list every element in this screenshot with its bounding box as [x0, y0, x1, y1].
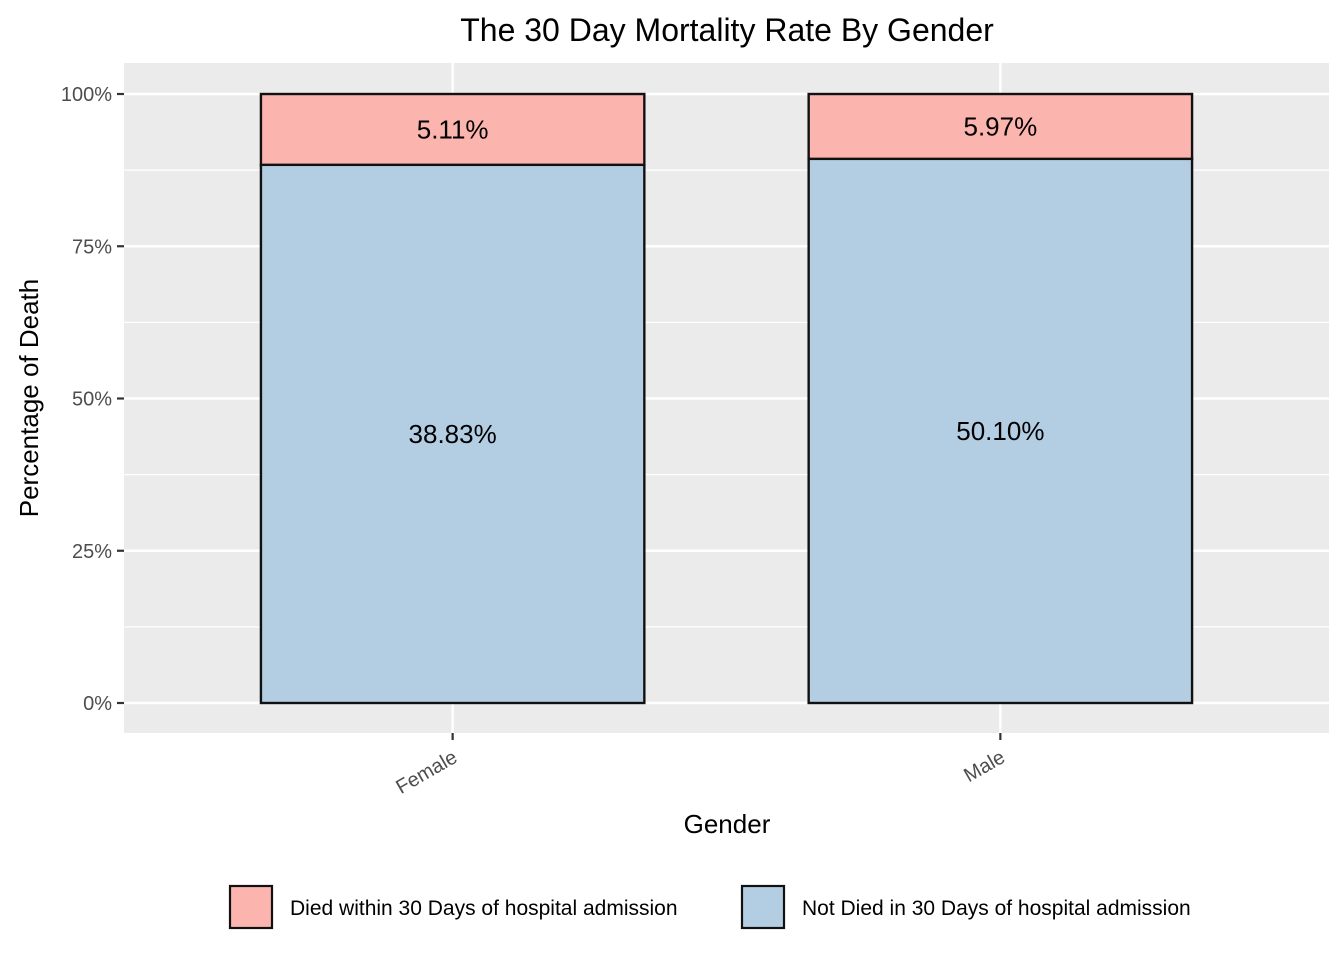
y-tick-label: 0%	[83, 693, 112, 715]
bar-data-label: 38.83%	[409, 419, 497, 449]
y-axis: 0% 25% 50% 75% 100%	[61, 84, 124, 715]
bar-data-label: 50.10%	[956, 416, 1044, 446]
legend-label: Not Died in 30 Days of hospital admissio…	[802, 897, 1191, 920]
bars: 38.83% 5.11% 50.10% 5.97%	[259, 92, 1194, 705]
bar-female-series-1	[259, 92, 646, 167]
y-tick-label: 25%	[72, 541, 112, 563]
y-tick-label: 50%	[72, 389, 112, 411]
x-tick-label: Female	[392, 746, 461, 798]
chart-title: The 30 Day Mortality Rate By Gender	[460, 12, 994, 48]
bar-male-series-1	[807, 92, 1194, 161]
y-tick-label: 100%	[61, 84, 112, 106]
x-tick-label: Male	[960, 746, 1009, 787]
y-tick-label: 75%	[72, 236, 112, 258]
x-axis: Female Male	[392, 733, 1009, 799]
bar-female-series-0	[259, 163, 646, 705]
legend-swatch	[228, 884, 274, 930]
bar-male-series-0	[807, 157, 1194, 705]
x-axis-title: Gender	[684, 809, 771, 839]
y-axis-title: Percentage of Death	[14, 279, 44, 518]
bar-data-label: 5.97%	[963, 111, 1037, 141]
bar-data-label: 5.11%	[417, 114, 489, 144]
legend: Died within 30 Days of hospital admissio…	[228, 884, 1191, 930]
legend-label: Died within 30 Days of hospital admissio…	[290, 897, 678, 920]
legend-swatch	[740, 884, 786, 930]
